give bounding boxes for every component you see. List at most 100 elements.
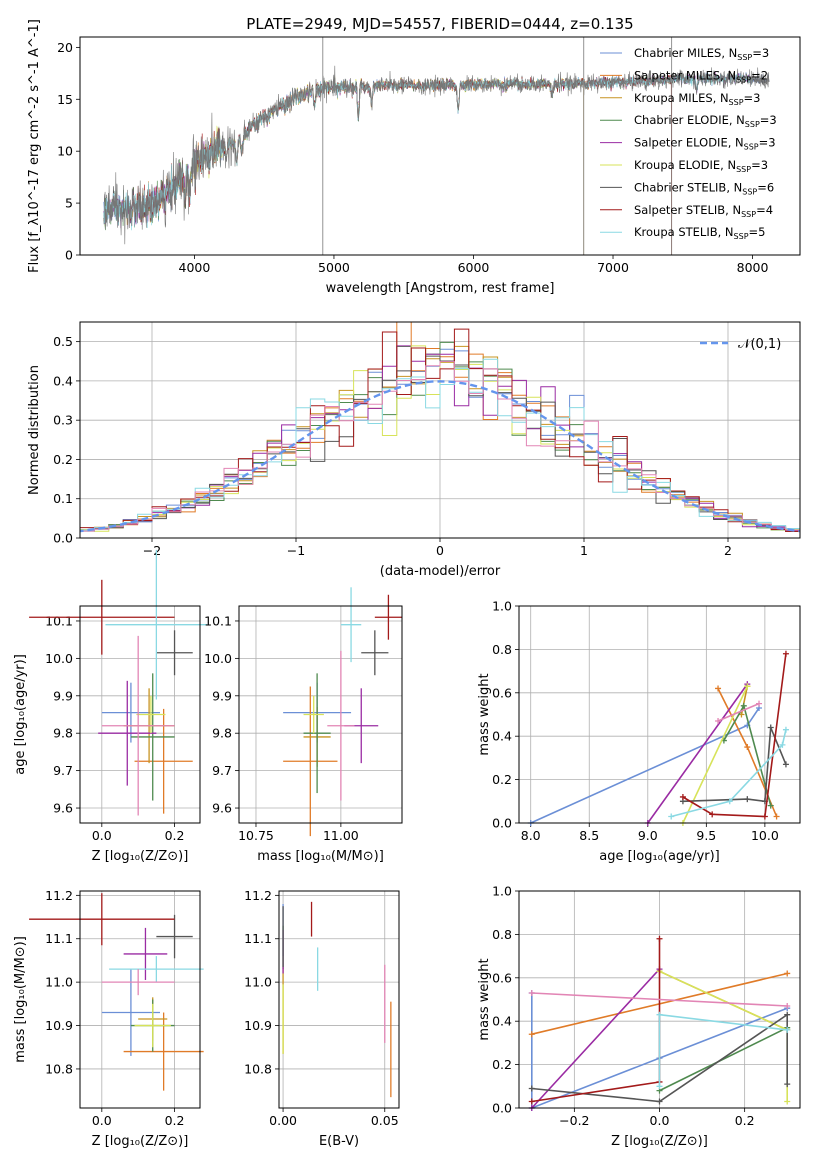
errorbar-plot (29, 893, 204, 1091)
weight-marker (715, 685, 722, 692)
y-tick-label: 10.1 (45, 613, 73, 628)
legend-label: Chabrier MILES, NSSP=3 (634, 46, 769, 62)
weight-marker (744, 796, 751, 803)
y-tick-label: 9.8 (53, 726, 73, 741)
panel-weight_vs_Z: −0.2 0.0 0.2 0.0 0.2 0.4 0.6 0.8 1.0 Z [log₁₀(Z/Z… (477, 884, 801, 1149)
weight-marker (656, 1083, 663, 1090)
spectrum-model-line (130, 74, 672, 255)
weight-line (531, 1013, 788, 1103)
weight-marker (784, 1003, 791, 1010)
legend-label: Chabrier ELODIE, NSSP=3 (634, 113, 777, 129)
weight-line (531, 938, 661, 1103)
y-axis-label: age [log₁₀(age/yr)] (13, 654, 28, 775)
histogram-plot (80, 322, 800, 534)
weight-marker (679, 793, 686, 800)
histogram-step (80, 361, 800, 534)
spectrum-plot (103, 37, 770, 255)
legend-label: Chabrier STELIB, NSSP=6 (634, 180, 774, 196)
weight-marker (656, 935, 663, 942)
panel-weight_vs_age: 8.0 8.5 9.0 9.5 10.0 0.0 0.2 0.4 0.6 0.8 1.0 age [l… (477, 599, 801, 864)
weight-marker (744, 683, 751, 690)
x-tick-label: 10.0 (751, 828, 779, 843)
y-tick-label: 0.0 (492, 816, 512, 831)
weight-plot (527, 650, 789, 826)
y-tick-label: 0.8 (492, 927, 512, 942)
weight-marker (726, 798, 733, 805)
weight-marker (740, 702, 747, 709)
y-tick-label: 0.0 (53, 531, 73, 546)
y-tick-label: 0.8 (492, 642, 512, 657)
y-tick-label: 11.2 (45, 888, 73, 903)
y-tick-label: 9.7 (212, 763, 232, 778)
y-tick-label: 10.9 (244, 1018, 272, 1033)
x-tick-label: 0.2 (735, 1113, 755, 1128)
y-axis-label: mass weight (477, 958, 492, 1040)
weight-marker (715, 718, 722, 725)
x-tick-label: 2 (724, 543, 732, 558)
weight-marker (773, 813, 780, 820)
y-tick-label: 0.6 (492, 685, 512, 700)
axes-frame (79, 321, 801, 539)
weight-line (531, 993, 788, 1110)
x-axis-label: Z [log₁₀(Z/Z⊙)] (92, 1134, 189, 1149)
weight-marker (784, 970, 791, 977)
panel-mass_vs_Z: 0.0 0.2 10.8 10.9 11.0 11.1 11.2 Z [log₁₀(Z/Z⊙)… (13, 888, 204, 1149)
weight-marker (528, 1098, 535, 1105)
axes-frame (79, 36, 801, 256)
y-tick-label: 15 (57, 92, 73, 107)
x-axis-label: wavelength [Angstrom, rest frame] (326, 281, 555, 296)
x-tick-label: 9.0 (638, 828, 658, 843)
y-tick-label: 11.0 (244, 975, 272, 990)
panel-spectrum: 4000 5000 6000 7000 8000 0 5 10 15 20 wavelength [… (27, 19, 801, 296)
weight-line (659, 1026, 788, 1092)
legend: Chabrier MILES, NSSP=3 Salpeter MILES, NS… (600, 46, 777, 241)
y-axis-label: mass weight (477, 673, 492, 755)
weight-marker (744, 744, 751, 751)
weight-marker (528, 989, 535, 996)
x-tick-label: 0.2 (165, 1113, 185, 1128)
legend-label: 𝒩(0,1) (738, 337, 781, 352)
y-tick-label: 9.6 (53, 801, 73, 816)
y-tick-label: 9.9 (212, 688, 232, 703)
x-tick-label: −2 (143, 543, 161, 558)
x-tick-label: −1 (287, 543, 305, 558)
weight-line (531, 992, 788, 1007)
weight-marker (784, 1098, 791, 1105)
weight-marker (709, 811, 716, 818)
weight-plot (528, 935, 791, 1111)
x-axis-label: E(B-V) (319, 1134, 359, 1149)
axes-frame (518, 605, 801, 824)
legend: 𝒩(0,1) (700, 337, 781, 352)
y-axis-label: Flux [f_λ10^-17 erg cm^-2 s^-1 A^-1] (27, 19, 42, 273)
panel-age_vs_Z: 0.0 0.2 9.6 9.7 9.8 9.9 10.0 10.1 Z [log₁₀(Z/Z⊙)… (13, 549, 208, 864)
y-tick-label: 0.2 (492, 1057, 512, 1072)
axes-frame (79, 890, 201, 1109)
x-tick-label: 0.00 (269, 1113, 297, 1128)
y-tick-label: 10.0 (45, 651, 73, 666)
y-axis-label: Normed distribution (27, 365, 42, 495)
weight-marker (761, 813, 768, 820)
y-tick-label: 10.8 (244, 1061, 272, 1076)
weight-line (647, 683, 748, 824)
weight-line (530, 707, 760, 824)
y-tick-label: 0.4 (492, 1014, 512, 1029)
x-tick-label: 0.0 (92, 1113, 112, 1128)
weight-marker (779, 741, 786, 748)
weight-marker (528, 1031, 535, 1038)
weight-marker (656, 1011, 663, 1018)
axes-frame (79, 605, 201, 824)
axes-frame (278, 890, 400, 1109)
y-tick-label: 0.2 (492, 772, 512, 787)
errorbar-plot (283, 587, 402, 837)
weight-marker (656, 1098, 663, 1105)
legend-label: Salpeter MILES, NSSP=2 (634, 68, 768, 84)
y-tick-label: 0.4 (53, 373, 73, 388)
y-tick-label: 0.0 (492, 1101, 512, 1116)
y-tick-label: 0.4 (492, 729, 512, 744)
x-tick-label: 8.0 (521, 828, 541, 843)
x-tick-label: 0.05 (371, 1113, 399, 1128)
y-tick-label: 10.0 (204, 651, 232, 666)
panel-age_vs_mass: 10.75 11.00 9.6 9.7 9.8 9.9 10.0 10.1 mass [log₁… (204, 587, 403, 864)
y-tick-label: 11.0 (45, 975, 73, 990)
